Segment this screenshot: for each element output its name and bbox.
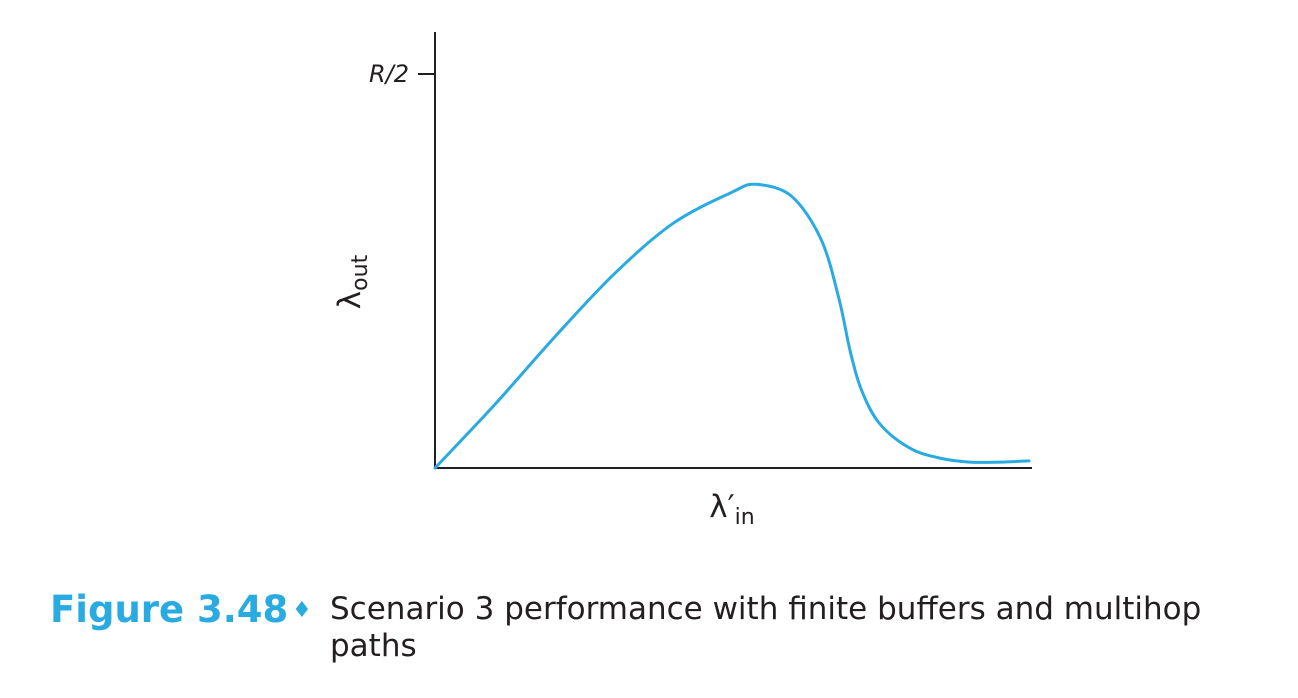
y-axis-label: λout [332, 254, 373, 309]
x-axis-label-sub: in [735, 505, 755, 530]
x-axis-label-main: λ′ [709, 489, 734, 525]
caption-text: Scenario 3 performance with finite buffe… [330, 591, 1202, 664]
y-axis-label-sub: out [348, 254, 373, 290]
figure-number: Figure 3.48 [50, 588, 289, 631]
chart-figure: R/2 λout λ′in [332, 32, 1032, 530]
x-axis-label: λ′in [709, 489, 754, 530]
series-line [433, 182, 1031, 470]
diamond-separator-icon: ♦ [292, 598, 312, 623]
y-tick-label: R/2 [369, 60, 409, 88]
y-ticks: R/2 [369, 60, 435, 88]
chart-axes [434, 32, 1032, 469]
y-axis-label-main: λ [332, 291, 368, 309]
